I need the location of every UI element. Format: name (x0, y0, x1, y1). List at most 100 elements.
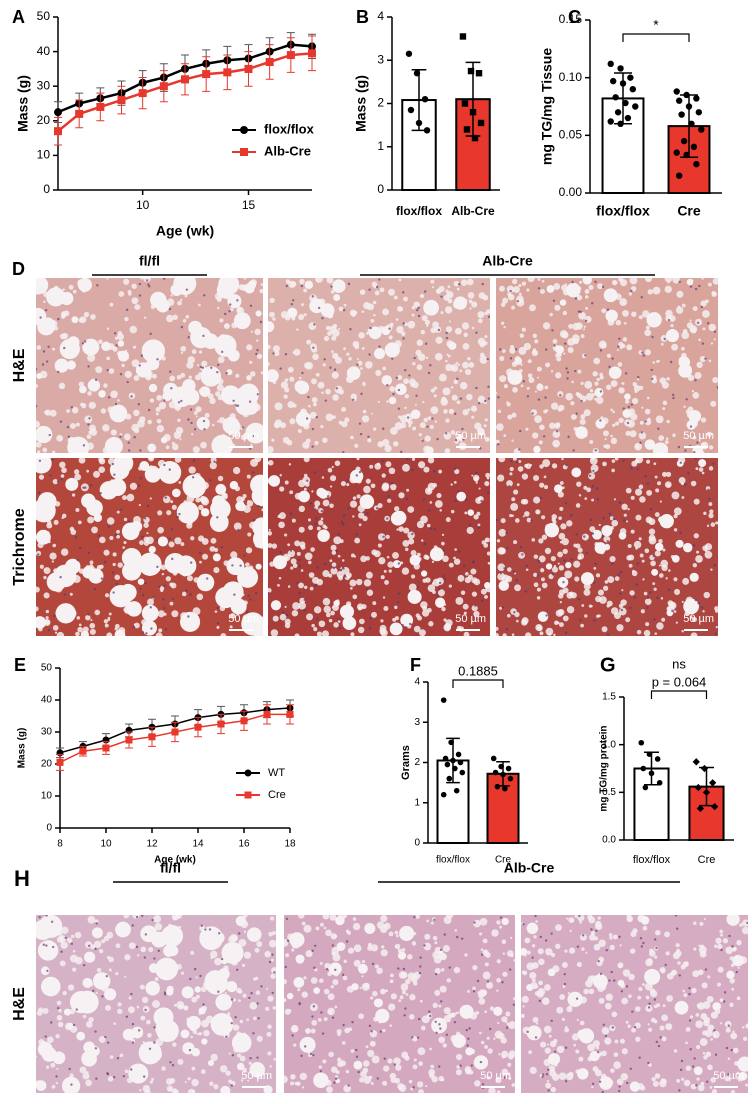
vacuole (631, 397, 639, 405)
vacuole (621, 1048, 628, 1055)
vacuole (655, 415, 664, 424)
nucleus (309, 502, 313, 505)
vacuole (144, 466, 162, 483)
vacuole (710, 1077, 716, 1083)
nucleus (344, 575, 347, 578)
nucleus (480, 499, 483, 503)
nucleus (284, 965, 288, 969)
vacuole (713, 944, 718, 948)
vacuole (542, 322, 551, 330)
vacuole (380, 949, 388, 957)
data-point (171, 728, 179, 736)
vacuole (160, 436, 168, 444)
vacuole (304, 362, 311, 369)
y-tick-label: 20 (41, 759, 53, 770)
vacuole (334, 1005, 338, 1009)
vacuole (448, 408, 454, 415)
vacuole (87, 391, 92, 396)
nucleus (679, 1068, 683, 1072)
vacuole (500, 302, 506, 308)
vacuole (43, 567, 51, 575)
legend-marker (240, 126, 248, 134)
vacuole (367, 945, 373, 951)
nucleus (225, 371, 228, 375)
data-point (442, 755, 449, 762)
vacuole (665, 329, 680, 343)
nucleus (448, 966, 451, 969)
vacuole (532, 349, 537, 354)
nucleus (388, 327, 391, 330)
vacuole (178, 481, 182, 484)
nucleus (381, 459, 384, 463)
nucleus (296, 581, 299, 585)
vacuole (405, 978, 411, 985)
vacuole (562, 984, 566, 988)
vacuole (191, 433, 194, 436)
nucleus (698, 284, 701, 288)
vacuole (513, 997, 515, 1001)
legend-label: flox/flox (264, 121, 315, 136)
nucleus (667, 318, 671, 322)
vacuole (438, 948, 441, 951)
vacuole (309, 586, 314, 591)
nucleus (122, 1074, 126, 1078)
nucleus (357, 1070, 360, 1074)
vacuole (128, 942, 136, 950)
vacuole (555, 372, 562, 379)
vacuole (104, 593, 110, 598)
vacuole (705, 299, 709, 304)
vacuole (246, 1018, 249, 1022)
nucleus (323, 358, 326, 361)
nucleus (473, 921, 476, 924)
vacuole (289, 418, 296, 425)
vacuole (448, 320, 451, 323)
vacuole (554, 304, 561, 311)
vacuole (581, 604, 585, 607)
vacuole (147, 443, 157, 453)
vacuole (448, 584, 452, 588)
vacuole (554, 422, 561, 429)
vacuole (438, 949, 444, 955)
vacuole (196, 593, 204, 601)
vacuole (535, 1022, 539, 1025)
vacuole (152, 1000, 160, 1009)
vacuole (526, 922, 539, 935)
vacuole (75, 631, 80, 636)
vacuole (672, 952, 680, 960)
vacuole (323, 1017, 328, 1022)
data-point (632, 103, 639, 110)
vacuole (255, 990, 261, 996)
vacuole (533, 474, 540, 482)
vacuole (209, 397, 216, 405)
nucleus (594, 280, 597, 284)
nucleus (112, 1076, 116, 1079)
vacuole (155, 406, 161, 412)
vacuole (551, 517, 556, 522)
nucleus (355, 1055, 359, 1058)
vacuole (241, 963, 246, 967)
vacuole (353, 944, 362, 953)
vacuole (628, 994, 632, 999)
vacuole (216, 625, 220, 629)
vacuole (436, 290, 440, 293)
vacuole (594, 542, 607, 554)
vacuole (634, 488, 643, 496)
vacuole (193, 411, 198, 415)
vacuole (398, 278, 402, 282)
vacuole (53, 519, 59, 525)
vacuole (212, 495, 225, 509)
vacuole (43, 300, 46, 304)
nucleus (67, 435, 71, 438)
vacuole (538, 555, 546, 563)
vacuole (48, 288, 62, 302)
panel-label: B (356, 7, 369, 27)
x-axis-label: Age (wk) (156, 223, 214, 239)
vacuole (430, 406, 439, 415)
vacuole (401, 1051, 409, 1059)
data-point (640, 765, 647, 772)
vacuole (571, 467, 582, 478)
nucleus (359, 432, 363, 436)
vacuole (36, 1080, 47, 1091)
nucleus (679, 531, 682, 534)
vacuole (411, 306, 416, 310)
